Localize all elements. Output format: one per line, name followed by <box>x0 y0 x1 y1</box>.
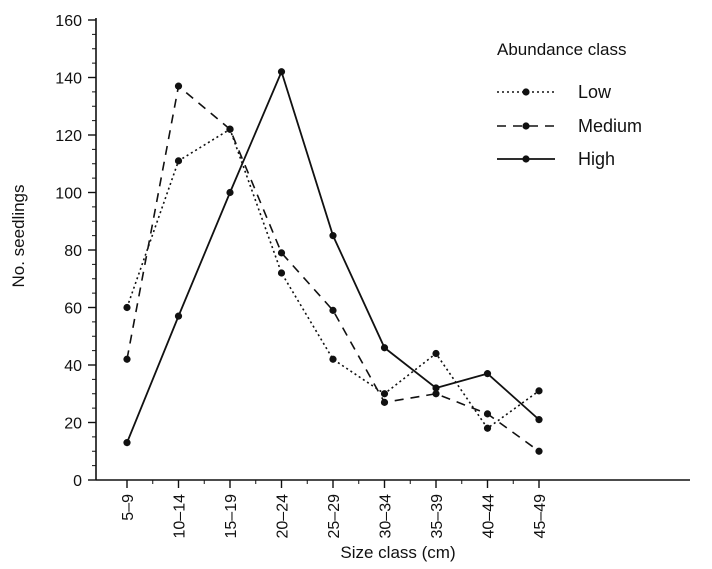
legend-label-high: High <box>578 149 615 169</box>
x-tick-label: 45–49 <box>532 494 549 539</box>
data-point-medium <box>277 249 286 257</box>
x-tick-label: 15–19 <box>223 494 240 539</box>
x-tick-label: 10–14 <box>172 494 189 539</box>
data-point-low <box>432 349 440 358</box>
data-point-high <box>329 232 337 240</box>
x-tick-label: 20–24 <box>275 494 292 539</box>
legend-label-medium: Medium <box>578 116 642 136</box>
data-point-high <box>226 188 234 197</box>
legend: Abundance class Low Medium High <box>497 40 642 169</box>
y-tick-label: 100 <box>55 186 82 203</box>
x-tick-label: 40–44 <box>481 494 498 539</box>
data-point-low <box>483 424 492 432</box>
data-point-high <box>123 439 131 447</box>
x-tick-label: 35–39 <box>429 494 446 539</box>
data-point-medium <box>123 355 131 363</box>
data-point-medium <box>226 125 234 133</box>
legend-marker-high <box>522 155 530 163</box>
data-point-medium <box>174 82 183 90</box>
data-point-high <box>380 344 389 352</box>
data-point-low <box>329 355 337 363</box>
series-line-medium <box>126 84 540 452</box>
y-tick-label: 20 <box>64 416 82 433</box>
data-point-low <box>380 390 389 398</box>
y-tick-label: 0 <box>73 473 82 490</box>
y-tick-label: 80 <box>64 243 82 260</box>
legend-title: Abundance class <box>497 40 626 59</box>
legend-marker-medium <box>522 122 530 130</box>
series-layer <box>123 68 543 455</box>
legend-marker-low <box>522 88 530 96</box>
data-point-high <box>535 416 543 424</box>
y-tick-label: 40 <box>64 358 82 375</box>
legend-label-low: Low <box>578 82 612 102</box>
x-tick-label: 25–29 <box>326 494 343 539</box>
x-tick-label: 5–9 <box>120 494 137 521</box>
x-axis-title: Size class (cm) <box>340 543 455 562</box>
y-tick-label: 160 <box>55 13 82 30</box>
x-tick-label: 30–34 <box>378 494 395 539</box>
series-line-high <box>126 69 540 443</box>
data-point-medium <box>535 447 543 455</box>
y-tick-label: 120 <box>55 128 82 145</box>
data-point-high <box>483 370 492 378</box>
data-point-medium <box>380 398 389 406</box>
data-point-high <box>174 312 183 320</box>
data-point-medium <box>329 306 337 314</box>
axes-layer: 0 20 40 60 80 100 120 140 160 5–9 10–14 15–19 20–24 2… <box>55 13 690 539</box>
data-point-medium <box>483 410 492 418</box>
data-point-high <box>432 384 440 392</box>
data-point-medium <box>432 390 440 398</box>
data-point-low <box>123 303 131 312</box>
data-point-low <box>535 387 543 395</box>
series-line-low <box>126 128 540 430</box>
y-tick-label: 140 <box>55 71 82 88</box>
data-point-low <box>277 269 286 277</box>
data-point-high <box>277 68 286 76</box>
y-axis-title: No. seedlings <box>9 184 28 287</box>
data-point-low <box>174 157 183 165</box>
y-tick-label: 60 <box>64 301 82 318</box>
